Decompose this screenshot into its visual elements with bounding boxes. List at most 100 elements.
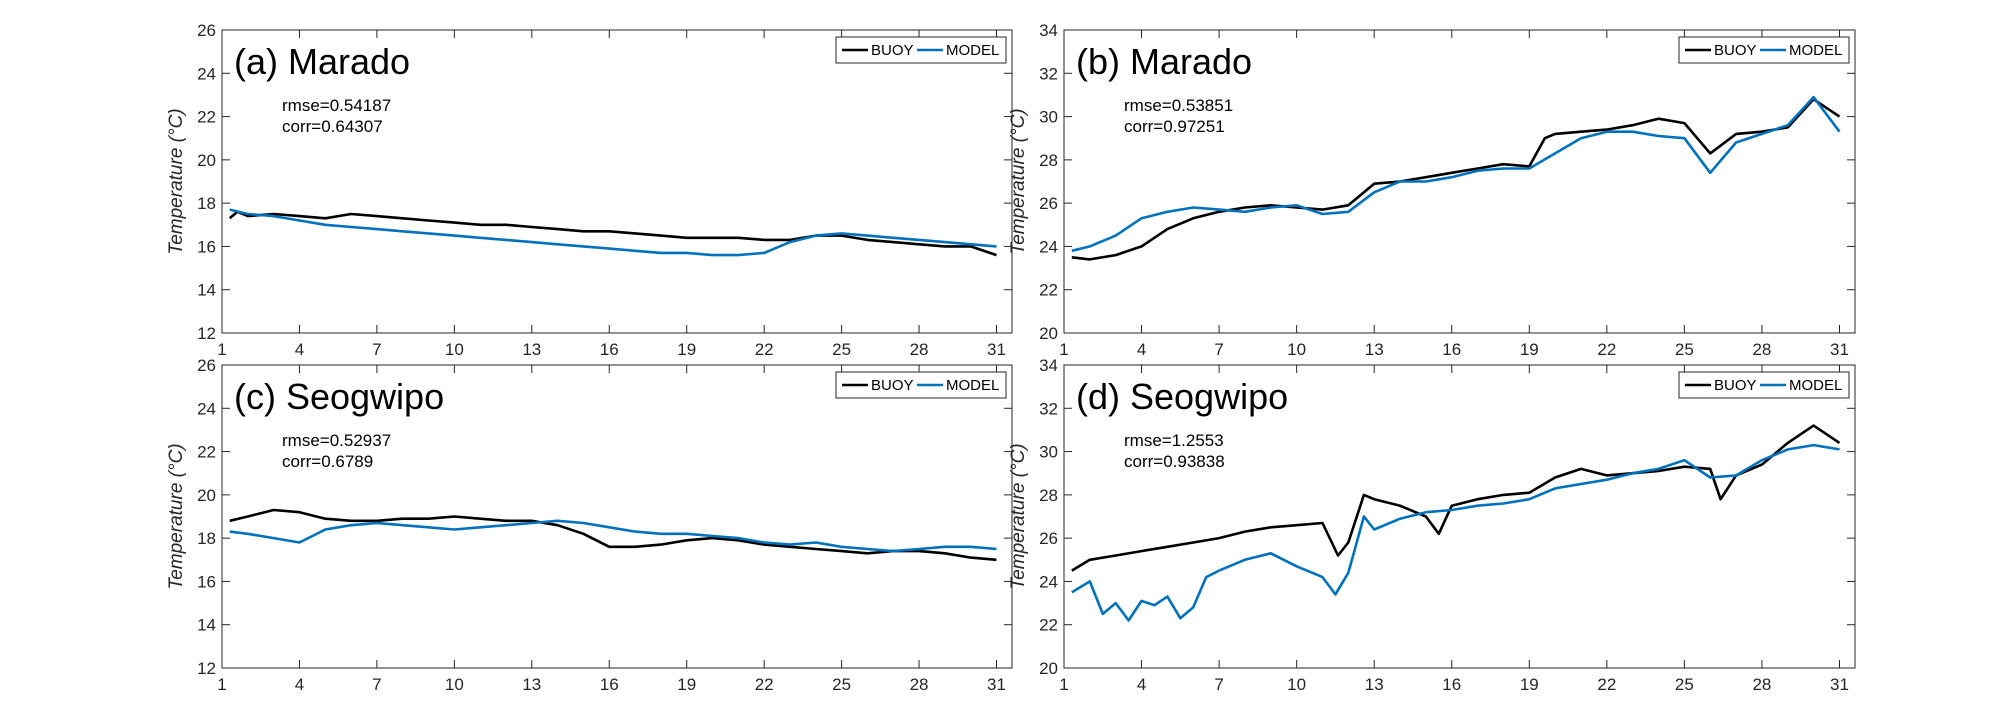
y-tick-label: 22	[1039, 616, 1058, 635]
x-tick-label: 19	[677, 340, 696, 359]
corr-annotation: corr=0.97251	[1124, 117, 1225, 136]
series-line-model	[229, 519, 997, 553]
x-tick-label: 25	[832, 340, 851, 359]
y-tick-label: 32	[1039, 64, 1058, 83]
y-tick-label: 24	[197, 64, 216, 83]
legend: BUOY MODEL	[835, 371, 1007, 399]
series-line-model	[1071, 95, 1841, 253]
y-tick-label: 22	[1039, 281, 1058, 300]
legend: BUOY MODEL	[1678, 371, 1850, 399]
x-tick-label: 10	[1287, 340, 1306, 359]
y-axis-label: Temperature (°C)	[1008, 108, 1029, 254]
panel-title: (d) Seogwipo	[1076, 376, 1288, 417]
x-tick-label: 16	[600, 340, 619, 359]
x-tick-label: 25	[832, 675, 851, 694]
panel-title: (c) Seogwipo	[234, 376, 444, 417]
axes-frame	[221, 29, 1013, 334]
legend: BUOY MODEL	[1678, 36, 1850, 64]
x-tick-label: 7	[372, 340, 381, 359]
y-tick-label: 30	[1039, 443, 1058, 462]
y-tick-label: 28	[1039, 151, 1058, 170]
legend-label-buoy: BUOY	[871, 377, 914, 394]
legend-label-model: MODEL	[1789, 377, 1842, 394]
x-tick-label: 22	[1597, 675, 1616, 694]
axes-frame	[1063, 29, 1856, 334]
y-tick-label: 24	[1039, 572, 1058, 591]
legend: BUOY MODEL	[835, 36, 1007, 64]
x-tick-label: 28	[910, 340, 929, 359]
y-tick-label: 22	[197, 443, 216, 462]
rmse-annotation: rmse=0.54187	[282, 96, 391, 115]
y-tick-label: 18	[197, 529, 216, 548]
y-axis-label: Temperature (°C)	[166, 443, 187, 589]
x-tick-label: 1	[1059, 340, 1068, 359]
rmse-annotation: rmse=1.2553	[1124, 431, 1224, 450]
y-tick-label: 22	[197, 108, 216, 127]
y-tick-label: 16	[197, 572, 216, 591]
panel-title: (b) Marado	[1076, 41, 1252, 82]
y-tick-label: 14	[197, 616, 216, 635]
x-tick-label: 4	[295, 340, 304, 359]
y-tick-label: 24	[1039, 237, 1058, 256]
x-tick-label: 31	[1830, 675, 1849, 694]
legend-label-buoy: BUOY	[1714, 42, 1757, 59]
x-tick-label: 25	[1675, 340, 1694, 359]
x-tick-label: 16	[600, 675, 619, 694]
x-tick-label: 10	[445, 340, 464, 359]
x-tick-label: 1	[1059, 675, 1068, 694]
x-tick-label: 16	[1442, 675, 1461, 694]
y-tick-label: 20	[1039, 324, 1058, 343]
series-line-buoy	[229, 508, 997, 562]
corr-annotation: corr=0.64307	[282, 117, 383, 136]
x-tick-label: 19	[1520, 340, 1539, 359]
x-tick-label: 22	[755, 675, 774, 694]
x-tick-label: 7	[1214, 340, 1223, 359]
x-tick-label: 22	[1597, 340, 1616, 359]
series-line-model	[1071, 443, 1840, 622]
axes-frame	[221, 364, 1013, 669]
y-axis-label: Temperature (°C)	[166, 108, 187, 254]
x-tick-label: 4	[1137, 675, 1146, 694]
y-tick-label: 34	[1039, 21, 1058, 40]
x-tick-label: 10	[445, 675, 464, 694]
x-tick-label: 13	[1365, 340, 1384, 359]
y-tick-label: 16	[197, 237, 216, 256]
y-tick-label: 20	[1039, 659, 1058, 678]
y-tick-label: 20	[197, 151, 216, 170]
x-tick-label: 28	[1752, 675, 1771, 694]
x-tick-label: 28	[910, 675, 929, 694]
y-tick-label: 12	[197, 324, 216, 343]
x-tick-label: 31	[987, 340, 1006, 359]
y-tick-label: 18	[197, 194, 216, 213]
series-line-buoy	[1071, 98, 1841, 261]
panel-title: (a) Marado	[234, 41, 410, 82]
x-tick-label: 1	[217, 340, 226, 359]
series-line-buoy	[1071, 424, 1841, 572]
y-tick-label: 14	[197, 281, 216, 300]
x-tick-label: 28	[1752, 340, 1771, 359]
y-tick-label: 24	[197, 399, 216, 418]
legend-label-model: MODEL	[946, 377, 999, 394]
legend-label-buoy: BUOY	[871, 42, 914, 59]
series-line-model	[229, 208, 997, 257]
rmse-annotation: rmse=0.52937	[282, 431, 391, 450]
x-tick-label: 7	[372, 675, 381, 694]
axes-frame	[1063, 364, 1856, 669]
rmse-annotation: rmse=0.53851	[1124, 96, 1233, 115]
x-tick-label: 31	[987, 675, 1006, 694]
x-tick-label: 19	[677, 675, 696, 694]
series-line-buoy	[228, 210, 997, 257]
x-tick-label: 4	[295, 675, 304, 694]
x-tick-label: 25	[1675, 675, 1694, 694]
y-tick-label: 26	[197, 356, 216, 375]
x-tick-label: 10	[1287, 675, 1306, 694]
x-tick-label: 13	[1365, 675, 1384, 694]
panel-d: 20 22 24 26 28 30 32 34 1 4 7 10 13 16 19 22 25 28 31 Tempe…	[1008, 356, 1856, 694]
x-tick-label: 31	[1830, 340, 1849, 359]
x-tick-label: 1	[217, 675, 226, 694]
x-tick-label: 13	[522, 675, 541, 694]
y-tick-label: 26	[197, 21, 216, 40]
